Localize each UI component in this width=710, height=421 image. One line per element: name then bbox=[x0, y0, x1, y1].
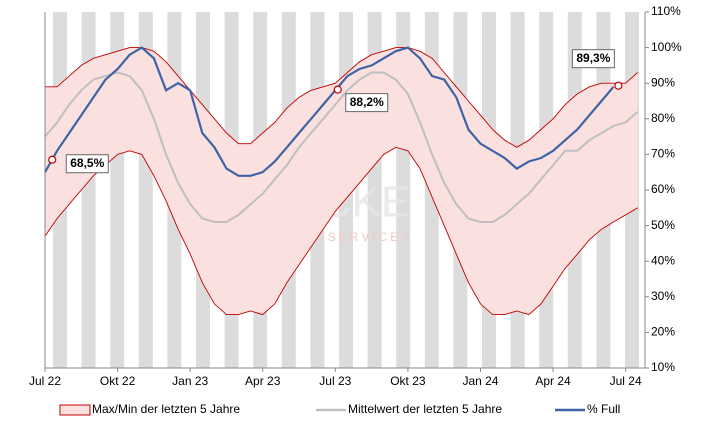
legend-label: % Full bbox=[587, 402, 620, 416]
x-tick-label: Okt 22 bbox=[100, 374, 136, 388]
y-tick-label: 40% bbox=[651, 253, 675, 267]
band-area bbox=[45, 47, 638, 315]
y-tick-label: 60% bbox=[651, 182, 675, 196]
annotation-marker bbox=[48, 155, 57, 164]
y-tick-label: 30% bbox=[651, 289, 675, 303]
annotation-marker bbox=[333, 85, 342, 94]
annotation-box bbox=[65, 154, 109, 174]
y-tick-label: 50% bbox=[651, 218, 675, 232]
annotation-label: 88,2% bbox=[350, 95, 384, 109]
y-tick-label: 70% bbox=[651, 147, 675, 161]
legend-label: Mittelwert der letzten 5 Jahre bbox=[348, 402, 502, 416]
annotation-label: 89,3% bbox=[576, 51, 610, 65]
annotation-marker bbox=[614, 81, 623, 90]
watermark: SERVICES bbox=[328, 230, 412, 244]
y-tick-label: 100% bbox=[651, 40, 682, 54]
y-tick-label: 10% bbox=[651, 360, 675, 374]
legend-swatch bbox=[59, 404, 91, 416]
y-tick-label: 90% bbox=[651, 75, 675, 89]
series-line bbox=[44, 46, 615, 177]
x-tick-label: Apr 23 bbox=[245, 374, 281, 388]
series-line bbox=[44, 71, 639, 223]
x-tick-label: Jan 23 bbox=[172, 374, 208, 388]
x-tick-label: Jul 24 bbox=[610, 374, 642, 388]
y-tick-label: 80% bbox=[651, 111, 675, 125]
y-tick-label: 20% bbox=[651, 325, 675, 339]
x-tick-label: Okt 23 bbox=[390, 374, 426, 388]
x-tick-label: Apr 24 bbox=[535, 374, 571, 388]
annotation-box bbox=[345, 93, 389, 113]
x-tick-label: Jul 23 bbox=[319, 374, 351, 388]
legend-label: Max/Min der letzten 5 Jahre bbox=[92, 402, 240, 416]
x-tick-label: Jul 22 bbox=[29, 374, 61, 388]
y-tick-label: 110% bbox=[651, 4, 681, 18]
annotation-box bbox=[571, 49, 615, 69]
annotation-label: 68,5% bbox=[70, 156, 104, 170]
x-tick-label: Jan 24 bbox=[462, 374, 498, 388]
band-min-line bbox=[44, 146, 638, 316]
